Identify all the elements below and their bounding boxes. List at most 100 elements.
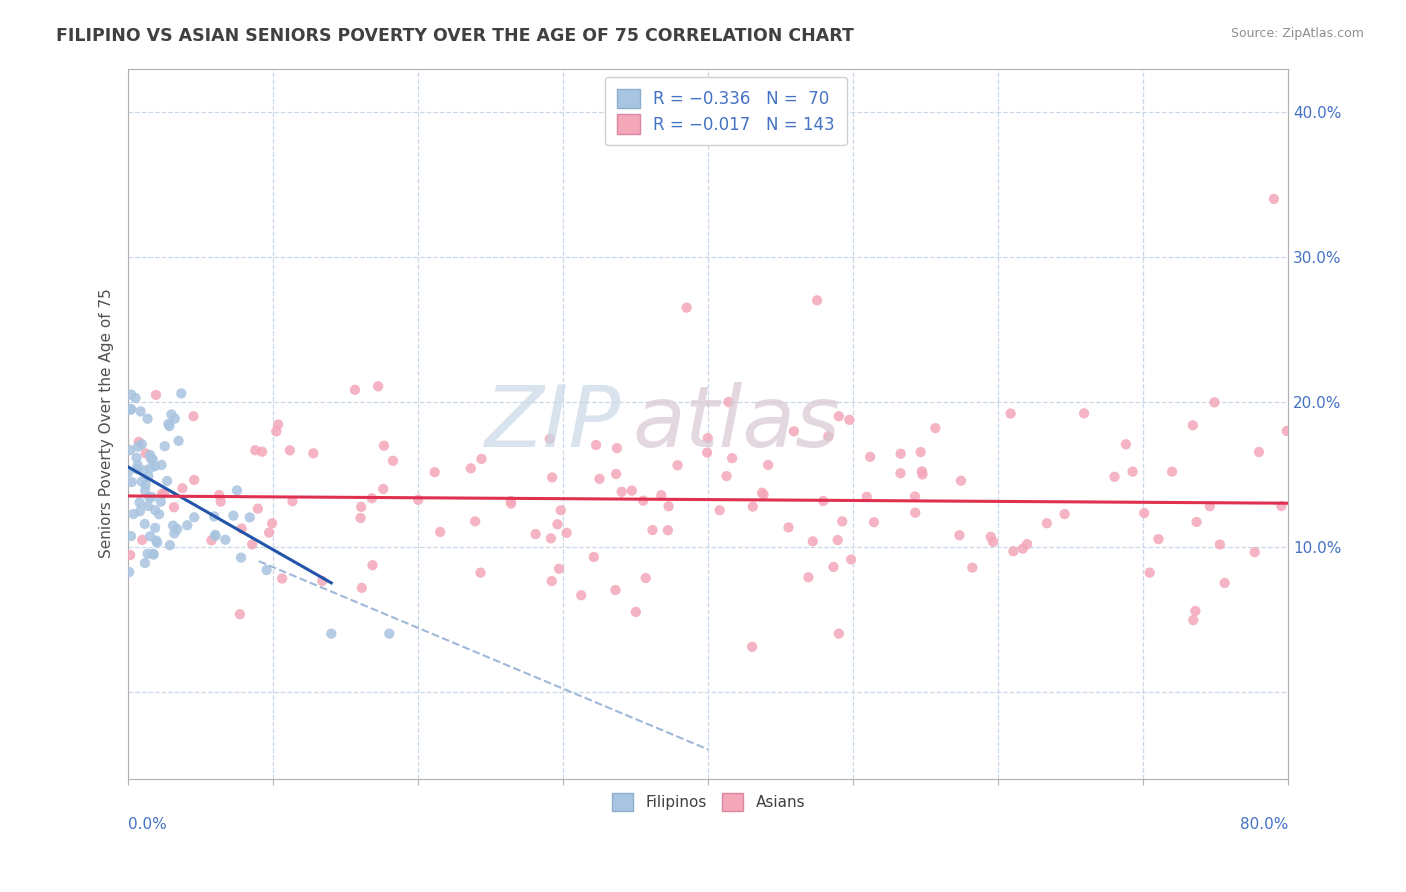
Point — [209, 494, 232, 508]
Point — [1053, 507, 1076, 521]
Point — [139, 448, 162, 462]
Point — [231, 522, 253, 536]
Point — [605, 582, 627, 597]
Point — [1243, 545, 1265, 559]
Point — [367, 379, 389, 393]
Point — [153, 486, 176, 500]
Point — [828, 409, 851, 424]
Point — [172, 481, 194, 495]
Point — [910, 445, 932, 459]
Point — [131, 475, 153, 489]
Point — [281, 494, 304, 508]
Point — [163, 500, 186, 515]
Point — [166, 522, 188, 536]
Point — [204, 529, 226, 543]
Point — [361, 558, 384, 573]
Point — [134, 556, 156, 570]
Point — [540, 574, 562, 588]
Point — [904, 506, 927, 520]
Point — [756, 458, 779, 472]
Point — [1122, 465, 1144, 479]
Point — [634, 571, 657, 585]
Point — [125, 450, 148, 465]
Point — [131, 533, 153, 547]
Point — [624, 605, 647, 619]
Point — [1036, 516, 1059, 531]
Point — [1185, 515, 1208, 529]
Point — [136, 411, 159, 425]
Point — [128, 434, 150, 449]
Point — [131, 437, 153, 451]
Point — [716, 469, 738, 483]
Point — [548, 562, 571, 576]
Text: Source: ZipAtlas.com: Source: ZipAtlas.com — [1230, 27, 1364, 40]
Point — [153, 439, 176, 453]
Point — [163, 411, 186, 425]
Point — [911, 467, 934, 482]
Point — [278, 443, 301, 458]
Point — [122, 507, 145, 521]
Point — [827, 533, 849, 547]
Point — [139, 452, 162, 467]
Point — [464, 514, 486, 528]
Point — [1161, 465, 1184, 479]
Point — [127, 458, 149, 472]
Point — [675, 301, 697, 315]
Point — [145, 388, 167, 402]
Point — [117, 465, 139, 479]
Point — [1002, 544, 1025, 558]
Point — [717, 395, 740, 409]
Point — [150, 487, 173, 501]
Point — [540, 532, 562, 546]
Point — [1247, 445, 1270, 459]
Point — [948, 528, 970, 542]
Point — [134, 516, 156, 531]
Point — [855, 490, 877, 504]
Point — [349, 511, 371, 525]
Point — [267, 417, 290, 432]
Point — [149, 494, 172, 508]
Point — [1147, 532, 1170, 546]
Y-axis label: Seniors Poverty Over the Age of 75: Seniors Poverty Over the Age of 75 — [100, 289, 114, 558]
Point — [839, 552, 862, 566]
Point — [120, 402, 142, 417]
Point — [1139, 566, 1161, 580]
Point — [145, 533, 167, 548]
Point — [666, 458, 689, 473]
Point — [245, 443, 267, 458]
Point — [501, 497, 523, 511]
Point — [120, 548, 142, 562]
Point — [183, 473, 205, 487]
Point — [605, 467, 627, 481]
Point — [139, 529, 162, 543]
Point — [1000, 407, 1022, 421]
Point — [1133, 506, 1156, 520]
Point — [143, 459, 166, 474]
Point — [159, 538, 181, 552]
Point — [167, 434, 190, 448]
Point — [831, 515, 853, 529]
Point — [143, 503, 166, 517]
Point — [838, 413, 860, 427]
Point — [373, 439, 395, 453]
Point — [620, 483, 643, 498]
Point — [202, 509, 225, 524]
Point — [550, 503, 572, 517]
Point — [801, 534, 824, 549]
Point — [1204, 395, 1226, 409]
Point — [360, 491, 382, 506]
Point — [541, 470, 564, 484]
Point — [650, 488, 672, 502]
Point — [1115, 437, 1137, 451]
Point — [658, 500, 681, 514]
Point — [569, 588, 592, 602]
Point — [741, 640, 763, 654]
Point — [343, 383, 366, 397]
Point — [555, 525, 578, 540]
Point — [142, 547, 165, 561]
Point — [176, 518, 198, 533]
Point — [981, 535, 1004, 549]
Point — [610, 484, 633, 499]
Point — [143, 521, 166, 535]
Point — [120, 402, 142, 417]
